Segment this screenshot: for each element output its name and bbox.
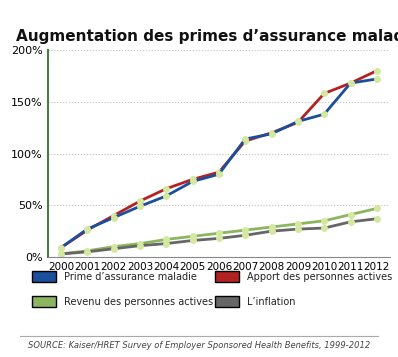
Text: Prime d’assurance maladie: Prime d’assurance maladie xyxy=(64,272,197,282)
Text: L’inflation: L’inflation xyxy=(247,297,295,307)
Text: Augmentation des primes d’assurance maladie: Augmentation des primes d’assurance mala… xyxy=(16,29,398,44)
Text: Revenu des personnes actives: Revenu des personnes actives xyxy=(64,297,213,307)
Text: SOURCE: Kaiser/HRET Survey of Employer Sponsored Health Benefits, 1999-2012: SOURCE: Kaiser/HRET Survey of Employer S… xyxy=(28,341,370,350)
Text: Apport des personnes actives: Apport des personnes actives xyxy=(247,272,392,282)
